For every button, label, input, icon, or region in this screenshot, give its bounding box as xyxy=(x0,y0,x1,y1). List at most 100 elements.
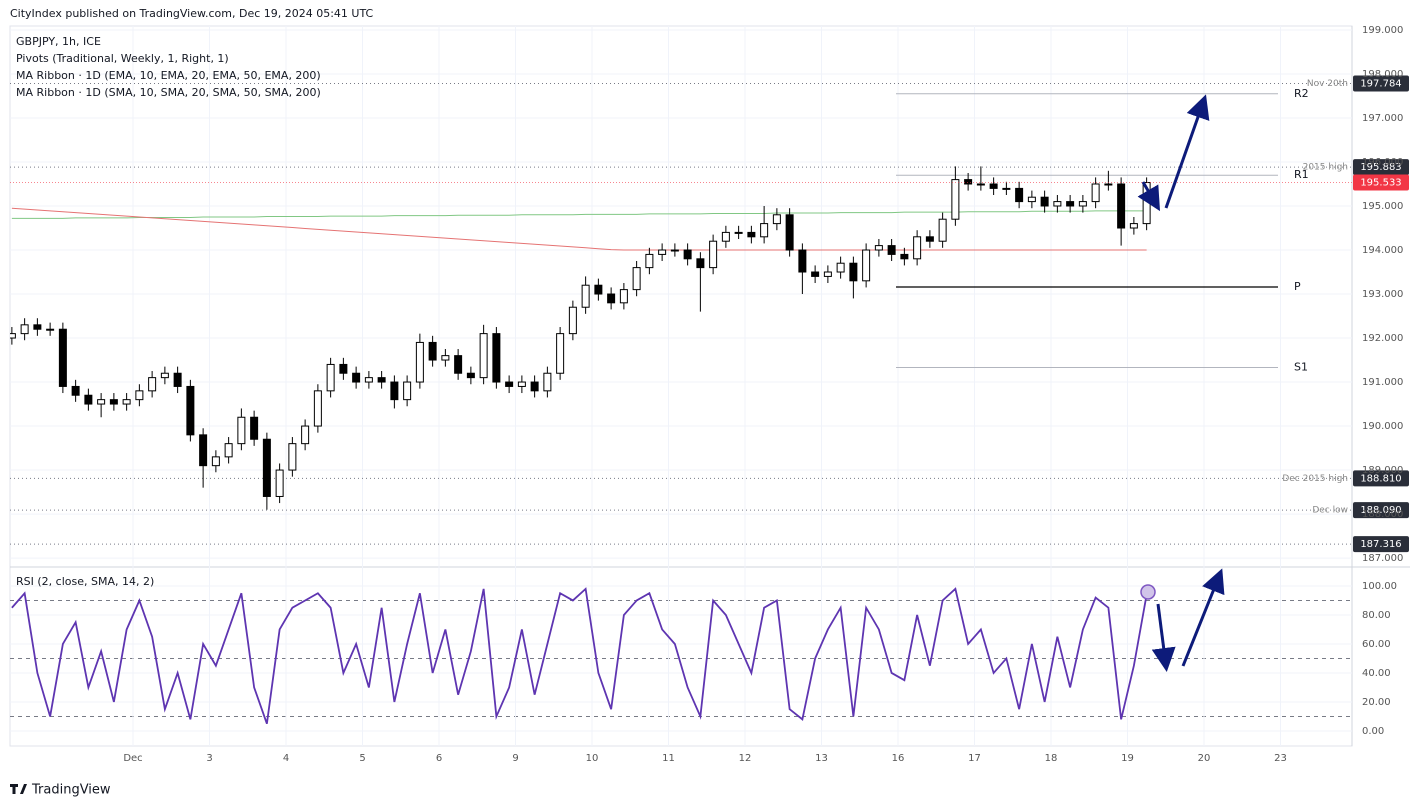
candle-body xyxy=(849,262,858,282)
x-tick-label: 23 xyxy=(1274,753,1287,764)
candle-body xyxy=(505,381,514,387)
candle-body xyxy=(339,363,348,374)
candle-body xyxy=(1015,187,1024,203)
highlight xyxy=(1140,584,1156,600)
candle-body xyxy=(619,289,628,304)
candle-body xyxy=(734,231,743,234)
y-tick-label: 196.000 xyxy=(1362,157,1403,168)
x-tick-label: 5 xyxy=(359,753,365,764)
candle-body xyxy=(428,341,437,361)
level-tag xyxy=(1353,159,1409,176)
x-tick-label: 6 xyxy=(436,753,442,764)
candle-body xyxy=(326,363,335,392)
candle-body xyxy=(772,214,781,225)
candle-body xyxy=(1091,183,1100,203)
y-tick-label: 0.00 xyxy=(1362,726,1384,737)
candle-body xyxy=(1040,196,1049,207)
last-price: 195.533 xyxy=(1360,178,1401,189)
arrow xyxy=(1151,603,1176,672)
candle-body xyxy=(1053,201,1062,207)
candle-body xyxy=(262,438,271,497)
candle-body xyxy=(925,236,934,242)
candle-body xyxy=(543,372,552,392)
candle-body xyxy=(900,253,909,260)
candle-body xyxy=(148,377,157,392)
x-tick-label: Dec xyxy=(123,753,142,764)
level-value: 187.316 xyxy=(1360,539,1401,550)
y-tick-label: 80.00 xyxy=(1362,610,1391,621)
level-tag xyxy=(1353,470,1409,487)
candle-body xyxy=(874,245,883,251)
candle-body xyxy=(33,324,42,330)
candle-body xyxy=(989,183,998,189)
y-tick-label: 199.000 xyxy=(1362,25,1403,36)
candle-body xyxy=(721,231,730,242)
y-tick-label: 187.000 xyxy=(1362,553,1403,564)
candle-body xyxy=(71,385,80,396)
candle-body xyxy=(1027,196,1036,203)
candle-body xyxy=(377,377,386,383)
x-tick-label: 10 xyxy=(586,753,599,764)
y-tick-label: 191.000 xyxy=(1362,377,1403,388)
candle-body xyxy=(301,425,310,445)
candle-body xyxy=(390,381,399,401)
pivot-label: P xyxy=(1294,280,1301,293)
level-label: Dec 2015 high xyxy=(1282,474,1348,484)
candle-body xyxy=(760,223,769,238)
candle-body xyxy=(1129,223,1138,229)
arrow xyxy=(1164,94,1210,209)
candle-body xyxy=(415,341,424,383)
arrow xyxy=(1181,568,1225,667)
candle-body xyxy=(798,249,807,273)
candle-body xyxy=(696,258,705,269)
x-tick-label: 13 xyxy=(815,753,828,764)
x-tick-label: 3 xyxy=(206,753,212,764)
arrow xyxy=(1137,181,1161,212)
x-tick-label: 12 xyxy=(739,753,752,764)
candle-body xyxy=(632,267,641,291)
candle-body xyxy=(785,214,794,251)
x-tick-label: 16 xyxy=(892,753,905,764)
candle-body xyxy=(1104,183,1113,186)
level-label: Dec low xyxy=(1312,506,1348,516)
x-tick-label: 9 xyxy=(512,753,518,764)
y-tick-label: 197.000 xyxy=(1362,113,1403,124)
candle-body xyxy=(20,324,29,335)
candle-body xyxy=(823,271,832,277)
annotations xyxy=(1137,94,1225,672)
candle-body xyxy=(913,236,922,260)
overlay: 197.784 195.883 188.810 188.090 187.316 195.5… xyxy=(10,75,1409,553)
x-tick-label: 20 xyxy=(1198,753,1211,764)
plot xyxy=(10,26,1352,746)
candle-body xyxy=(441,355,450,361)
level-tag xyxy=(1353,502,1409,519)
candle-body xyxy=(530,381,539,392)
candle-body xyxy=(836,262,845,273)
logo: TradingView xyxy=(10,783,111,798)
candle-body xyxy=(1117,183,1126,229)
candle-body xyxy=(84,394,93,405)
candle-body xyxy=(658,249,667,255)
candle-body xyxy=(199,434,208,467)
y-tick-label: 188.000 xyxy=(1362,509,1403,520)
candle-body xyxy=(403,381,412,401)
candle-body xyxy=(862,249,871,282)
brand: TradingView xyxy=(31,783,111,798)
candle-body xyxy=(594,284,603,295)
candle-body xyxy=(683,249,692,260)
level-value: 188.810 xyxy=(1360,473,1401,484)
candle-body xyxy=(10,333,16,339)
candle-body xyxy=(160,372,169,379)
candle-body xyxy=(186,385,195,436)
candle-body xyxy=(747,231,756,238)
y-tick-label: 198.000 xyxy=(1362,69,1403,80)
candle-body xyxy=(670,249,679,252)
indicator: MA Ribbon · 1D (SMA, 10, SMA, 20, SMA, 5… xyxy=(16,86,321,99)
level-tag xyxy=(1353,536,1409,553)
candle-body xyxy=(454,355,463,374)
ma-line xyxy=(11,210,1147,219)
candle-body xyxy=(556,333,565,374)
candle-body xyxy=(887,245,896,255)
y-tick-label: 190.000 xyxy=(1362,421,1403,432)
